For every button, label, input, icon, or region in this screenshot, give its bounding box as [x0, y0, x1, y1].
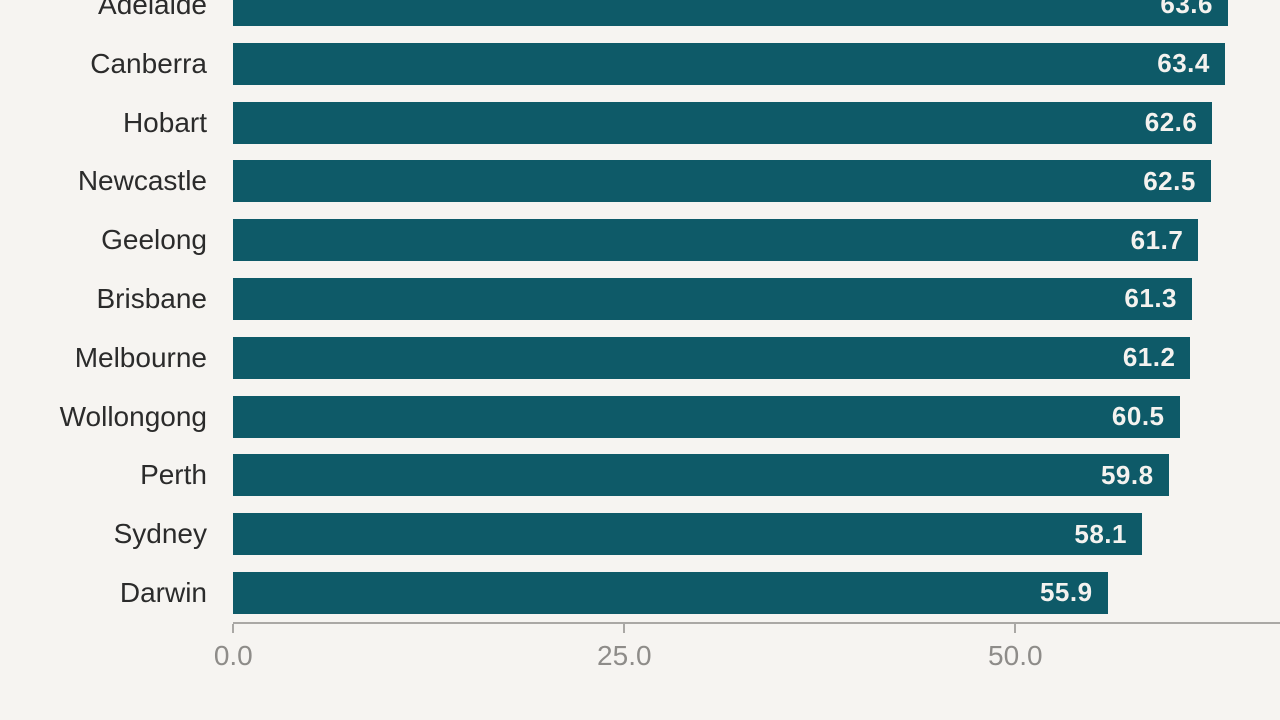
bar-value-label: 63.6 [1160, 0, 1213, 20]
category-label: Geelong [101, 224, 207, 256]
bar-value-label: 55.9 [1039, 577, 1093, 608]
category-label: Adelaide [98, 0, 207, 20]
category-label: Darwin [119, 576, 207, 608]
bar-value-label: 61.3 [1124, 283, 1178, 314]
category-label: Brisbane [96, 282, 207, 314]
table-row: Perth 59.8 [0, 454, 1280, 497]
category-label: Newcastle [77, 165, 207, 197]
bar-sydney: 58.1 [233, 513, 1142, 556]
bar-value-label: 60.5 [1111, 401, 1165, 431]
category-label: Canberra [90, 47, 207, 79]
bar-darwin: 55.9 [233, 571, 1108, 614]
bar-value-label: 61.7 [1130, 224, 1184, 255]
table-row: Darwin 55.9 [0, 571, 1280, 614]
bar-wollongong: 60.5 [233, 395, 1180, 438]
table-row: Wollongong 60.5 [0, 395, 1280, 438]
table-row: Melbourne 61.2 [0, 336, 1280, 379]
category-label: Wollongong [59, 400, 207, 432]
table-row: Newcastle 62.5 [0, 160, 1280, 203]
table-row: Geelong 61.7 [0, 219, 1280, 262]
bar-value-label: 62.6 [1144, 107, 1198, 137]
x-axis-line [233, 622, 1280, 624]
bar-value-label: 59.8 [1100, 459, 1154, 490]
bar-value-label: 58.1 [1074, 518, 1127, 549]
x-axis-tick-label: 25.0 [597, 640, 652, 671]
bar-hobart: 62.6 [233, 101, 1213, 144]
table-row: Adelaide 63.6 [0, 0, 1280, 26]
table-row: Canberra 63.4 [0, 42, 1280, 85]
x-axis-tick-label: 50.0 [988, 640, 1043, 671]
bar-adelaide: 63.6 [233, 0, 1228, 26]
bar-perth: 59.8 [233, 454, 1169, 497]
bar-brisbane: 61.3 [233, 277, 1193, 320]
bar-newcastle: 62.5 [233, 160, 1211, 203]
bar-value-label: 62.5 [1143, 165, 1196, 196]
bar-value-label: 61.2 [1122, 342, 1176, 373]
category-label: Perth [140, 459, 207, 491]
category-label: Melbourne [74, 341, 207, 373]
bar-melbourne: 61.2 [233, 336, 1191, 379]
bar-value-label: 63.4 [1157, 48, 1210, 79]
category-label: Sydney [113, 518, 207, 550]
x-axis-tick-mark [232, 624, 235, 633]
table-row: Sydney 58.1 [0, 513, 1280, 556]
category-label: Hobart [122, 106, 207, 138]
table-row: Brisbane 61.3 [0, 277, 1280, 320]
x-axis-tick-label: 0.0 [213, 640, 253, 671]
bar-geelong: 61.7 [233, 219, 1199, 262]
table-row: Hobart 62.6 [0, 101, 1280, 144]
bar-canberra: 63.4 [233, 42, 1225, 85]
x-axis-tick-mark [623, 624, 626, 633]
x-axis-tick-mark [1014, 624, 1017, 633]
